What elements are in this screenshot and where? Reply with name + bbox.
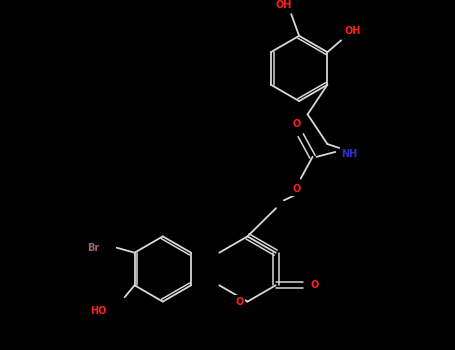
Text: OH: OH bbox=[345, 26, 361, 36]
Text: O: O bbox=[310, 280, 318, 290]
Text: O: O bbox=[293, 184, 301, 195]
Text: O: O bbox=[236, 296, 244, 307]
Text: O: O bbox=[293, 119, 301, 129]
Text: Br: Br bbox=[87, 243, 99, 253]
Text: NH: NH bbox=[341, 149, 357, 159]
Text: OH: OH bbox=[275, 0, 292, 10]
Text: HO: HO bbox=[91, 306, 107, 316]
